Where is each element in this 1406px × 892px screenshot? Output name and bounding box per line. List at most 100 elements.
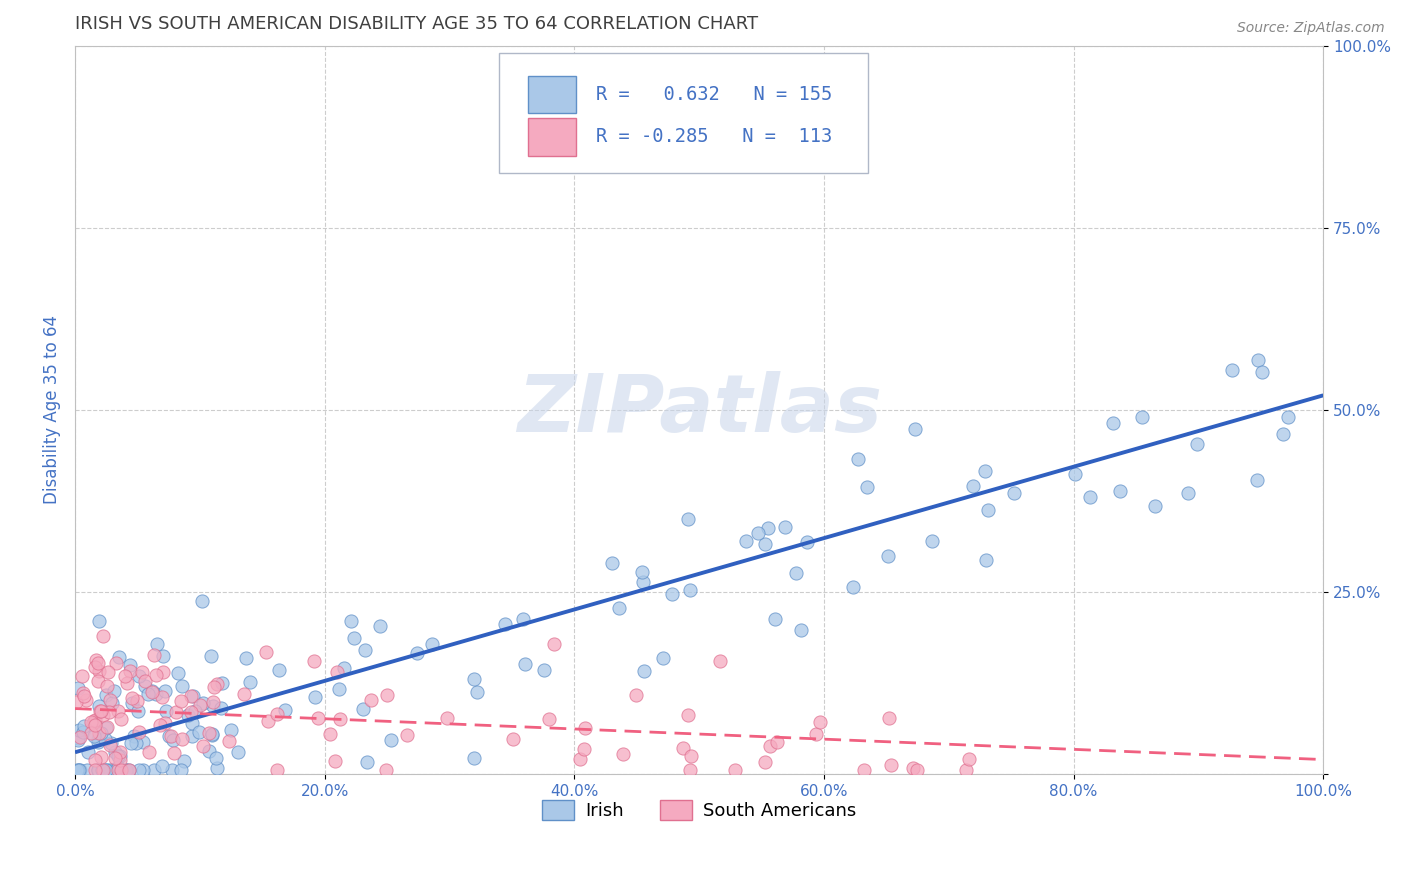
Point: [87, 764, 110, 778]
Point: [177, 707, 200, 722]
Point: [115, 764, 138, 778]
Point: [96, 764, 118, 778]
Point: [132, 734, 155, 748]
Point: [202, 680, 225, 694]
Point: [957, 752, 980, 766]
Point: [66, 733, 89, 747]
Point: [201, 728, 224, 742]
Point: [122, 729, 145, 743]
Point: [83, 714, 105, 728]
Point: [143, 648, 166, 663]
Point: [880, 757, 903, 772]
Point: [734, 534, 756, 549]
Point: [145, 687, 167, 701]
Point: [502, 731, 524, 746]
Point: [118, 664, 141, 678]
Point: [73, 689, 96, 703]
Point: [89, 699, 111, 714]
Point: [201, 727, 224, 741]
Point: [173, 754, 195, 768]
Point: [1277, 410, 1299, 425]
Point: [235, 651, 257, 665]
Point: [709, 654, 731, 668]
Point: [661, 587, 683, 601]
Point: [197, 726, 219, 740]
Point: [681, 749, 703, 764]
Point: [107, 759, 129, 773]
Point: [162, 732, 184, 747]
Point: [69, 730, 91, 744]
Point: [150, 758, 173, 772]
Point: [218, 733, 240, 747]
Point: [184, 704, 207, 718]
Point: [170, 679, 193, 693]
Point: [97, 665, 120, 679]
Point: [904, 422, 927, 436]
Point: [91, 708, 114, 723]
Point: [155, 704, 177, 718]
Point: [159, 729, 181, 743]
Point: [375, 764, 398, 778]
Point: [756, 521, 779, 535]
Point: [100, 738, 122, 752]
Point: [87, 656, 110, 670]
Point: [82, 716, 104, 731]
Point: [763, 612, 786, 626]
Point: [142, 764, 165, 778]
Y-axis label: Disability Age 35 to 64: Disability Age 35 to 64: [44, 316, 60, 504]
Point: [1064, 467, 1087, 482]
Point: [90, 750, 112, 764]
Point: [94, 732, 117, 747]
Point: [672, 741, 695, 756]
Point: [339, 614, 361, 628]
Point: [533, 663, 555, 677]
Point: [201, 695, 224, 709]
Point: [724, 764, 747, 778]
Point: [115, 764, 138, 778]
Point: [226, 745, 249, 759]
Point: [420, 637, 443, 651]
Point: [77, 745, 100, 759]
Point: [104, 745, 127, 759]
Point: [96, 720, 118, 734]
Point: [352, 702, 374, 716]
Point: [80, 715, 103, 730]
Point: [209, 700, 232, 714]
Point: [436, 711, 458, 725]
Point: [87, 673, 110, 688]
Point: [138, 745, 160, 759]
Point: [754, 755, 776, 769]
Point: [87, 614, 110, 628]
Point: [128, 764, 150, 778]
Point: [105, 764, 128, 778]
Point: [190, 698, 212, 713]
Point: [136, 687, 159, 701]
Point: [75, 693, 97, 707]
Point: [107, 650, 129, 665]
Point: [323, 754, 346, 768]
Point: [631, 566, 654, 580]
Point: [94, 688, 117, 702]
Point: [633, 665, 655, 679]
Point: [572, 742, 595, 756]
Point: [302, 655, 325, 669]
Point: [1108, 484, 1130, 499]
Point: [155, 683, 177, 698]
Point: [100, 764, 122, 778]
Point: [266, 706, 288, 721]
Point: [134, 679, 156, 693]
Point: [141, 684, 163, 698]
Point: [181, 729, 204, 743]
Point: [181, 689, 204, 703]
Point: [973, 464, 995, 478]
Point: [538, 712, 561, 726]
Point: [145, 668, 167, 682]
Point: [356, 755, 378, 769]
Text: ZIPatlas: ZIPatlas: [516, 371, 882, 449]
Point: [325, 665, 347, 679]
Point: [328, 682, 350, 697]
Point: [101, 764, 124, 778]
Point: [846, 452, 869, 467]
FancyBboxPatch shape: [529, 118, 575, 156]
Point: [157, 729, 180, 743]
